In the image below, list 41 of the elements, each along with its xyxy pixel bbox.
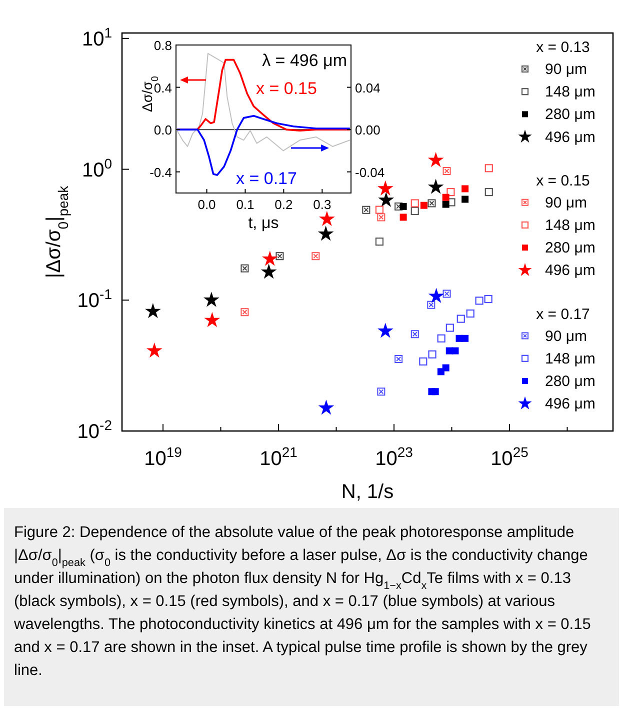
y2-tick-label: -0.04 [355, 164, 385, 180]
x-axis-title: t, μs [248, 215, 279, 232]
y-tick-label: 10$^{-2}$ [77, 417, 112, 443]
legend-label: 280 μm [545, 106, 596, 124]
x-tick-label: 10$^{23}$ [375, 444, 414, 470]
x-tick-label: 10$^{25}$ [490, 444, 529, 470]
y-tick-label: 0.4 [154, 80, 172, 96]
text: Figure 2: Dependence of the absolute value of the peak photoresponse amplitude |Δσ/σ$_{0}$|$_{peak}$ (σ$_{0}$ is the conductivity before a laser pulse, Δσ is the conductivity change under illumination) on the photon flux density N for Hg$_{1−x}$Cd$_{x}$Te films with x = 0.13 (black symbols), x = 0.15 (red symbols), and x = 0.17 (blue symbols) at various wavelengths. The photoconductivity kinetics at 496 μm for the samples with x = 0.15 and x = 0.17 are shown in the inset. A typical pulse time profile is shown by the grey line. [14, 524, 591, 679]
y-tick-label: 0.0 [154, 122, 172, 138]
legend-label: 148 μm [545, 350, 596, 368]
x-tick-label: 0.1 [236, 197, 254, 212]
line-series [176, 52, 350, 152]
y2-tick-label: 0.04 [355, 80, 380, 96]
annotation: x = 0.17 [236, 169, 297, 188]
annotation: x = 0.15 [256, 79, 317, 98]
legend-label: 90 μm [545, 61, 587, 78]
y-tick-label: 10$^{1}$ [82, 24, 112, 50]
legend-label: 148 μm [545, 217, 596, 234]
annotation: x = 0.15 [536, 172, 590, 190]
y-tick-label: -0.4 [150, 164, 172, 180]
y-tick-label: 10$^{-1}$ [77, 286, 112, 312]
x-tick-label: 10$^{21}$ [260, 444, 298, 470]
legend-label: 90 μm [545, 194, 587, 212]
legend-label: 280 μm [545, 240, 596, 257]
legend-label: 496 μm [545, 262, 596, 280]
x-tick-label: 0.3 [313, 197, 332, 212]
x-tick-label: 10$^{19}$ [144, 444, 182, 470]
x-tick-label: 0.0 [198, 197, 216, 212]
legend-label: 496 μm [545, 396, 596, 413]
x-tick-label: 0.2 [274, 197, 293, 212]
y2-tick-label: 0.00 [355, 122, 380, 138]
x-axis-title: N, 1/s [341, 481, 394, 503]
legend-label: 148 μm [545, 84, 596, 101]
legend-label: 280 μm [545, 373, 596, 390]
annotation: x = 0.13 [536, 39, 590, 56]
legend-label: 496 μm [545, 128, 596, 146]
annotation: x = 0.17 [536, 306, 590, 323]
legend-label: 90 μm [545, 328, 587, 345]
annotation: λ = 496 μm [262, 51, 347, 70]
y-tick-label: 0.8 [154, 38, 172, 53]
y-tick-label: 10$^{0}$ [82, 155, 112, 182]
